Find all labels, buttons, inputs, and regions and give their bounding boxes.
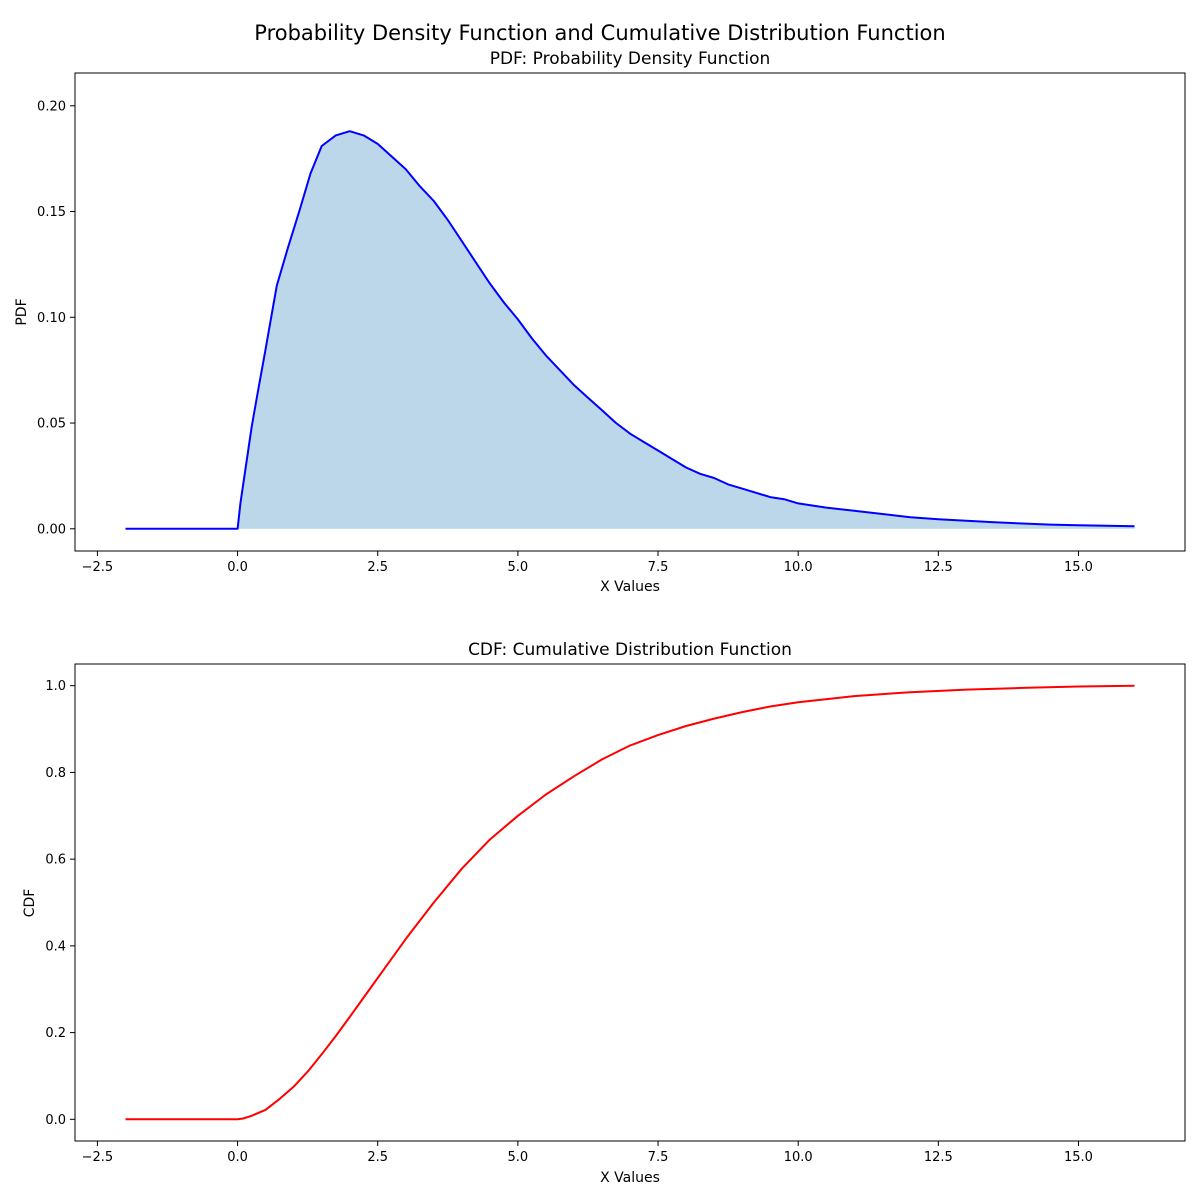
pdf-y-axis-label: PDF: [14, 298, 30, 325]
pdf-y-tick-label: 0.05: [37, 417, 66, 432]
cdf-x-tick-label: 10.0: [784, 1150, 813, 1165]
cdf-x-tick-label: 0.0: [227, 1150, 248, 1165]
pdf-panel: PDF: Probability Density Function −2.5 0.…: [14, 49, 1186, 595]
pdf-x-tick-label: 10.0: [784, 560, 813, 575]
cdf-y-ticks: 0.0 0.2 0.4 0.6 0.8 1.0: [45, 679, 75, 1128]
cdf-y-axis-label: CDF: [22, 889, 38, 918]
cdf-y-tick-label: 0.0: [45, 1113, 66, 1128]
cdf-x-tick-label: 7.5: [648, 1150, 669, 1165]
pdf-x-ticks: −2.5 0.0 2.5 5.0 7.5 10.0 12.5 15.0: [82, 551, 1093, 575]
pdf-x-tick-label: 12.5: [924, 560, 953, 575]
pdf-area-fill: [125, 131, 1135, 529]
pdf-y-tick-label: 0.15: [37, 205, 66, 220]
pdf-y-tick-label: 0.00: [37, 522, 66, 537]
cdf-y-tick-label: 1.0: [45, 679, 66, 694]
pdf-y-tick-label: 0.10: [37, 311, 66, 326]
cdf-y-tick-label: 0.2: [45, 1026, 66, 1041]
cdf-y-tick-label: 0.4: [45, 939, 66, 954]
pdf-x-axis-label: X Values: [600, 579, 660, 595]
cdf-x-axis-label: X Values: [600, 1170, 660, 1186]
pdf-x-tick-label: 0.0: [227, 560, 248, 575]
pdf-x-tick-label: 15.0: [1064, 560, 1093, 575]
cdf-title: CDF: Cumulative Distribution Function: [468, 640, 792, 660]
cdf-axes-frame: [74, 663, 1186, 1142]
cdf-x-tick-label: 2.5: [367, 1150, 388, 1165]
pdf-title: PDF: Probability Density Function: [490, 49, 771, 69]
cdf-y-tick-label: 0.8: [45, 766, 66, 781]
pdf-y-tick-label: 0.20: [37, 99, 66, 114]
cdf-series-line: [125, 684, 1135, 1121]
cdf-panel: CDF: Cumulative Distribution Function −2…: [22, 640, 1186, 1186]
pdf-series-line: [125, 130, 1135, 530]
pdf-axes-frame: [74, 72, 1186, 552]
pdf-x-tick-label: 2.5: [367, 560, 388, 575]
cdf-plot-area: [125, 684, 1135, 1121]
pdf-x-tick-label: 5.0: [508, 560, 529, 575]
pdf-x-tick-label: −2.5: [82, 560, 114, 575]
pdf-plot-area: [125, 130, 1135, 530]
cdf-x-tick-label: −2.5: [82, 1150, 114, 1165]
cdf-x-tick-label: 15.0: [1064, 1150, 1093, 1165]
pdf-y-ticks: 0.00 0.05 0.10 0.15 0.20: [37, 99, 75, 537]
figure-suptitle: Probability Density Function and Cumulat…: [254, 21, 945, 45]
cdf-x-tick-label: 5.0: [508, 1150, 529, 1165]
cdf-x-ticks: −2.5 0.0 2.5 5.0 7.5 10.0 12.5 15.0: [82, 1141, 1093, 1165]
pdf-x-tick-label: 7.5: [648, 560, 669, 575]
cdf-x-tick-label: 12.5: [924, 1150, 953, 1165]
cdf-y-tick-label: 0.6: [45, 853, 66, 868]
